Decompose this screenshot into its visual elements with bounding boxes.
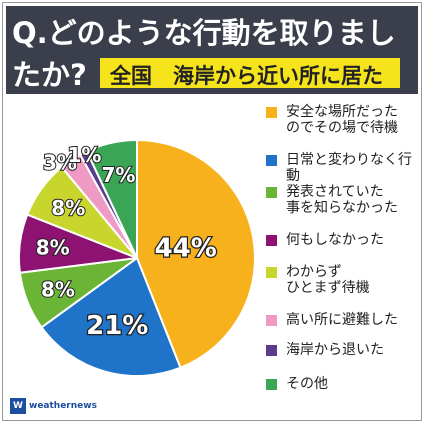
slice-label-7: 7%: [101, 163, 135, 187]
legend-swatch-0: [266, 107, 277, 118]
legend-swatch-1: [266, 155, 277, 166]
slice-label-0: 44%: [155, 234, 217, 264]
legend-label-6: 海岸から退いた: [286, 342, 384, 358]
legend-label-2: 発表されていた 事を知らなかった: [286, 184, 398, 216]
legend-label-7: その他: [286, 376, 328, 392]
chart-title-line1: Q.どのような行動を取りまし: [12, 16, 396, 50]
chart-subtitle: 全国 海岸から近い所に居た: [110, 64, 383, 88]
chart-title-line2: たか?: [12, 58, 87, 92]
legend-label-1: 日常と変わりなく行動: [286, 152, 412, 184]
legend-swatch-7: [266, 379, 277, 390]
slice-label-2: 8%: [41, 277, 75, 301]
legend-swatch-5: [266, 315, 277, 326]
weathernews-logo: W weathernews: [10, 398, 97, 414]
slice-label-6: 1%: [68, 143, 102, 167]
slice-label-5: 3%: [43, 150, 77, 174]
slice-label-1: 21%: [86, 311, 148, 341]
legend-label-5: 高い所に避難した: [286, 312, 398, 328]
legend-label-3: 何もしなかった: [286, 232, 384, 248]
pie-slice-0: [136, 138, 257, 370]
legend-swatch-3: [266, 235, 277, 246]
legend-label-0: 安全な場所だった のでその場で待機: [286, 104, 398, 136]
logo-text: weathernews: [29, 401, 97, 411]
slice-label-3: 8%: [36, 235, 70, 259]
logo-mark: W: [10, 398, 26, 414]
subtitle-highlight: [100, 58, 400, 88]
pie-slice-1: [40, 256, 182, 377]
slice-label-4: 8%: [51, 196, 85, 220]
legend-swatch-2: [266, 187, 277, 198]
pie-slice-7: [85, 138, 138, 259]
legend-swatch-6: [266, 345, 277, 356]
legend-label-4: わからず ひとまず待機: [286, 264, 370, 296]
legend-swatch-4: [266, 267, 277, 278]
